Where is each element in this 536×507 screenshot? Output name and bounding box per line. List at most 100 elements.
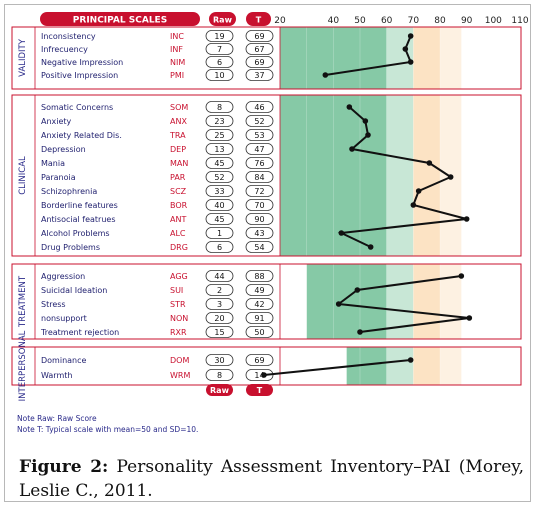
t-score: 49 (254, 286, 264, 295)
scale-code: DOM (170, 356, 189, 365)
t-score-box (245, 143, 274, 155)
scale-name: Anxiety (41, 117, 72, 126)
profile-point (362, 118, 369, 124)
raw-score: 10 (214, 71, 224, 80)
t-score: 52 (254, 117, 264, 126)
raw-score: 7 (217, 45, 222, 54)
t-score: 69 (254, 32, 264, 41)
section-label: INTERPERSONAL (18, 330, 28, 401)
raw-header-pill (209, 12, 236, 26)
profile-point (447, 174, 454, 180)
t-footer-pill (246, 384, 273, 396)
t-score: 69 (254, 356, 264, 365)
profile-point (346, 104, 353, 110)
x-tick-label: 60 (381, 16, 393, 26)
t-score-box (245, 326, 274, 338)
raw-score-box (205, 284, 234, 296)
raw-score-box (205, 312, 234, 324)
profile-point (407, 59, 414, 65)
t-score-box (245, 30, 274, 42)
scale-name: Borderline features (41, 201, 118, 210)
x-tick-label: 90 (461, 16, 473, 26)
scale-code: BOR (170, 201, 188, 210)
scale-code: SOM (170, 103, 188, 112)
raw-score: 40 (214, 201, 224, 210)
raw-score-box (205, 69, 234, 81)
scale-code: WRM (170, 371, 190, 380)
scale-code: PAR (170, 173, 186, 182)
raw-score-box (205, 270, 234, 282)
raw-header-label: Raw (213, 16, 233, 25)
reference-band (386, 347, 414, 385)
profile-point (415, 188, 422, 194)
t-score: 90 (254, 215, 264, 224)
profile-point (354, 287, 361, 293)
scale-name: Dominance (41, 356, 87, 365)
section-label: TREATMENT (18, 275, 28, 328)
raw-score-box (205, 30, 234, 42)
raw-score: 3 (217, 300, 222, 309)
t-score: 70 (254, 201, 264, 210)
t-score: 76 (254, 159, 264, 168)
scale-name: Schizophrenia (41, 187, 97, 196)
pai-profile-chart: PRINCIPAL SCALES Raw T 20 40 50 60 70 80 90 100 110… (11, 12, 529, 434)
scale-name: Mania (41, 159, 65, 168)
raw-score: 8 (217, 103, 222, 112)
raw-score: 25 (214, 131, 224, 140)
scale-code: PMI (170, 71, 184, 80)
scale-code: DEP (170, 145, 186, 154)
t-score-box (245, 298, 274, 310)
raw-score: 2 (217, 286, 222, 295)
raw-score: 23 (214, 117, 224, 126)
reference-band (413, 264, 440, 339)
section-frame (11, 263, 522, 340)
t-score: 50 (254, 328, 264, 337)
raw-score-box (205, 143, 234, 155)
t-score: 84 (254, 173, 264, 182)
t-score-box (245, 69, 274, 81)
caption-line2: Leslie C., 2011. (19, 481, 153, 501)
t-score-box (245, 171, 274, 183)
raw-score-box (205, 101, 234, 113)
t-score: 43 (254, 229, 264, 238)
raw-score-box (205, 43, 234, 55)
t-score: 91 (254, 314, 264, 323)
scale-name: Infrecuency (41, 45, 88, 54)
reference-band (413, 95, 440, 256)
scale-code: NIM (170, 58, 185, 67)
x-tick-label: 70 (408, 16, 420, 26)
t-score-box (245, 56, 274, 68)
t-score-box (245, 270, 274, 282)
reference-band-extension (440, 264, 462, 339)
scale-code: INF (170, 45, 183, 54)
profile-point (407, 357, 414, 363)
x-tick-label: 50 (354, 16, 366, 26)
raw-score-box (205, 185, 234, 197)
scale-name: Alcohol Problems (41, 229, 110, 238)
scale-code: STR (170, 300, 186, 309)
section-label: CLINICAL (18, 156, 28, 195)
t-header-pill (246, 12, 271, 26)
t-score-box (245, 157, 274, 169)
raw-score-box (205, 369, 234, 381)
scale-name: Aggression (41, 272, 85, 281)
profile-point (463, 216, 470, 222)
scale-name: Treatment rejection (40, 328, 119, 337)
reference-band (386, 95, 414, 256)
scale-code: INC (170, 32, 184, 41)
raw-score: 52 (214, 173, 224, 182)
t-score: 88 (254, 272, 264, 281)
raw-score: 45 (214, 159, 224, 168)
t-score-box (245, 354, 274, 366)
section-frame (11, 94, 522, 257)
profile-point (466, 315, 473, 321)
scale-name: Positive Impression (41, 71, 118, 80)
raw-score-box (205, 213, 234, 225)
raw-score: 30 (214, 356, 224, 365)
t-score: 54 (254, 243, 264, 252)
raw-score: 15 (214, 328, 224, 337)
section-frame (11, 26, 522, 90)
t-footer-label: T (257, 386, 263, 395)
x-tick-label: 110 (511, 16, 528, 26)
t-score-box (245, 185, 274, 197)
